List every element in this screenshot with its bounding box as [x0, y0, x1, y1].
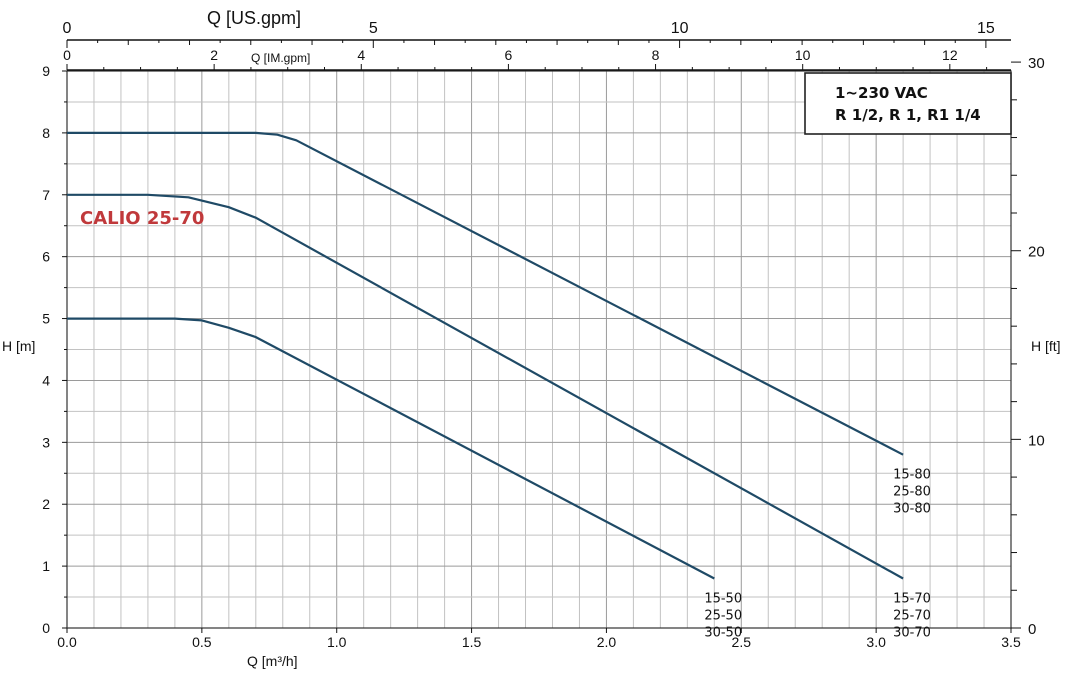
curve-label-25-80: 25-80	[893, 485, 931, 500]
y-tick-label: 9	[42, 63, 50, 79]
im-gpm-tick-label: 12	[942, 47, 958, 63]
chart-axes	[62, 39, 1021, 633]
x-tick-label: 3.0	[866, 634, 886, 650]
pump-curve-25-70	[67, 193, 904, 580]
pump-curve-25-50	[67, 317, 715, 580]
im-gpm-tick-label: 0	[63, 47, 71, 63]
y2-tick-label: 10	[1028, 432, 1045, 449]
curve-label-25-50: 25-50	[704, 608, 742, 623]
curve-labels: 15-80 25-80 30-80 15-70 25-70 30-70 15-50 25-50…	[704, 468, 931, 641]
curve-label-15-50: 15-50	[704, 591, 742, 606]
y-tick-label: 2	[42, 496, 50, 512]
x-tick-label: 2.0	[597, 634, 617, 650]
im-gpm-tick-label: 6	[505, 47, 513, 63]
us-gpm-tick-label: 10	[671, 20, 689, 37]
y-tick-label: 5	[42, 311, 50, 327]
y-tick-label: 0	[42, 620, 50, 636]
im-gpm-axis-label: Q [IM.gpm]	[251, 51, 310, 65]
curve-label-25-70: 25-70	[893, 608, 931, 623]
y2-tick-label: 20	[1028, 244, 1045, 261]
x-axis-label: Q [m³/h]	[247, 653, 298, 669]
tick-labels: 0.0 0.5 1.0 1.5 2.0 2.5 3.0 3.50123456789010203…	[42, 20, 1044, 650]
pump-curves	[67, 131, 904, 580]
im-gpm-tick-label: 4	[357, 47, 365, 63]
curve-label-15-80: 15-80	[893, 468, 931, 483]
info-box-line2: R 1/2, R 1, R1 1/4	[835, 106, 981, 124]
im-gpm-tick-label: 10	[795, 47, 811, 63]
x-tick-label: 1.0	[327, 634, 347, 650]
y-tick-label: 8	[42, 125, 50, 141]
chart-grid	[67, 71, 1011, 628]
us-gpm-tick-label: 5	[369, 20, 378, 37]
curve-label-30-50: 30-50	[704, 625, 742, 640]
y2-tick-label: 0	[1028, 621, 1036, 638]
info-box-line1: 1~230 VAC	[835, 84, 928, 102]
y2-axis-label: H [ft]	[1031, 338, 1061, 354]
y-tick-label: 6	[42, 249, 50, 265]
x-tick-label: 2.5	[732, 634, 752, 650]
y-tick-label: 3	[42, 434, 50, 450]
x-tick-label: 1.5	[462, 634, 482, 650]
y-axis-label: H [m]	[2, 338, 35, 354]
chart-title: CALIO 25-70	[80, 208, 204, 229]
pump-curve-25-80	[67, 131, 904, 456]
x-tick-label: 0.5	[192, 634, 212, 650]
us-gpm-axis-label: Q [US.gpm]	[207, 8, 301, 28]
us-gpm-tick-label: 0	[63, 20, 72, 37]
y-tick-label: 4	[42, 372, 50, 388]
info-box	[804, 72, 1012, 135]
y2-tick-label: 30	[1028, 55, 1045, 72]
im-gpm-tick-label: 2	[210, 47, 218, 63]
y-tick-label: 1	[42, 558, 50, 574]
im-gpm-tick-label: 8	[652, 47, 660, 63]
curve-label-30-80: 30-80	[893, 502, 931, 517]
curve-label-30-70: 30-70	[893, 625, 931, 640]
curve-label-15-70: 15-70	[893, 591, 931, 606]
us-gpm-tick-label: 15	[977, 20, 995, 37]
y-tick-label: 7	[42, 187, 50, 203]
x-tick-label: 3.5	[1001, 634, 1021, 650]
x-tick-label: 0.0	[57, 634, 77, 650]
